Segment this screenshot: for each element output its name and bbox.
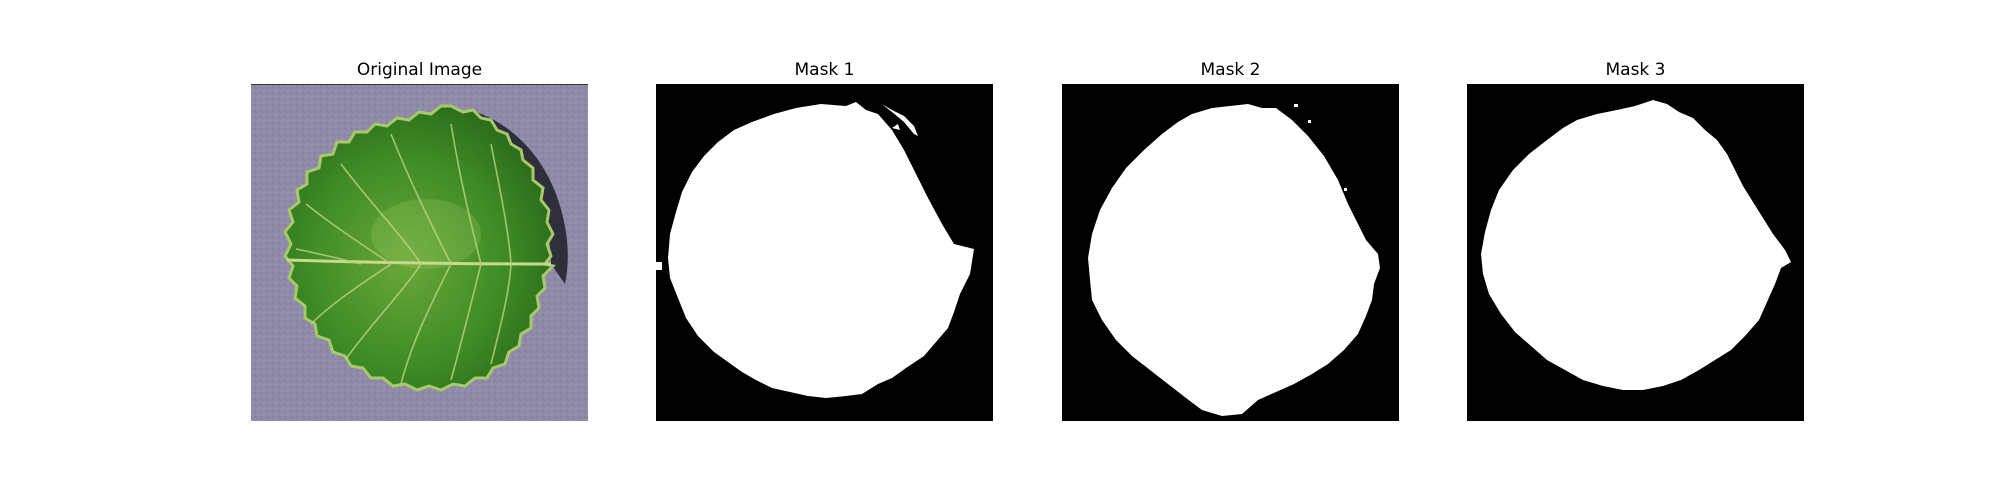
original-leaf-image	[251, 84, 588, 421]
panel-title-mask-2: Mask 2	[1200, 60, 1261, 80]
original-image-panel	[251, 84, 588, 421]
leaf-veins	[295, 123, 512, 385]
mask-3-image	[1467, 84, 1804, 421]
mask-1-image	[656, 84, 993, 421]
mask-1-foreground	[668, 102, 974, 398]
mask-2-panel	[1062, 84, 1399, 421]
mask-2-image	[1062, 84, 1399, 421]
mask-3-foreground	[1481, 100, 1791, 390]
mask-2-foreground	[1088, 104, 1380, 416]
panel-title-original-image: Original Image	[356, 60, 483, 80]
panel-title-mask-3: Mask 3	[1605, 60, 1666, 80]
leaf-midrib	[286, 258, 552, 266]
panel-title-mask-1: Mask 1	[794, 60, 855, 80]
mask-1-panel	[656, 84, 993, 421]
leaf-shadow	[476, 112, 568, 284]
mask-3-panel	[1467, 84, 1804, 421]
